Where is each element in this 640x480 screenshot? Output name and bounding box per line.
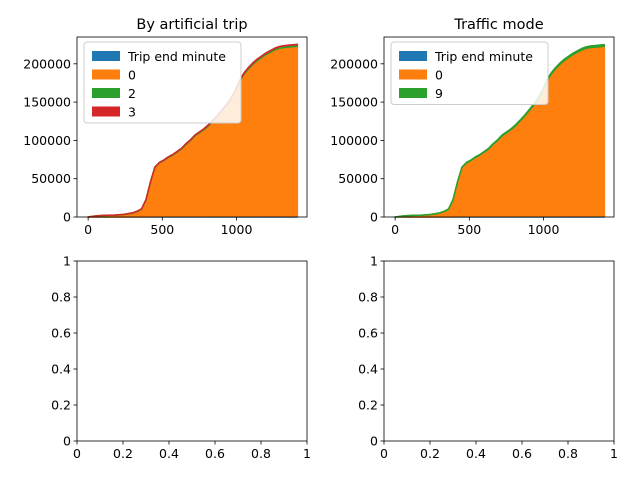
legend-label: Trip end minute — [127, 49, 226, 64]
y-tick-label: 100000 — [23, 133, 71, 148]
y-tick-label: 150000 — [23, 95, 71, 110]
y-tick-label: 200000 — [23, 56, 71, 71]
legend-label: 9 — [435, 86, 443, 101]
x-tick-label: 0.8 — [558, 446, 578, 461]
legend-swatch — [92, 51, 120, 61]
axes-frame — [383, 36, 615, 218]
legend-label: 0 — [435, 68, 443, 83]
legend-swatch — [92, 69, 120, 80]
y-tick-label: 100000 — [330, 133, 378, 148]
legend-swatch — [399, 88, 427, 98]
y-tick-label: 0 — [63, 434, 71, 449]
x-tick-label: 500 — [150, 222, 174, 237]
x-tick-label: 0.4 — [466, 446, 486, 461]
y-tick-label: 0.8 — [51, 290, 71, 305]
y-tick-label: 0.6 — [51, 326, 71, 341]
x-tick-label: 1 — [610, 446, 618, 461]
y-tick-label: 150000 — [330, 95, 378, 110]
y-tick-label: 0.8 — [358, 290, 378, 305]
legend-box — [83, 41, 242, 124]
y-tick-label: 1 — [370, 254, 378, 269]
x-tick-label: 500 — [457, 222, 481, 237]
y-tick-label: 0 — [370, 434, 378, 449]
x-tick-label: 0.8 — [251, 446, 271, 461]
y-tick-label: 0 — [370, 210, 378, 225]
x-tick-label: 0.6 — [512, 446, 532, 461]
legend-swatch — [92, 88, 120, 98]
x-tick-label: 0.2 — [113, 446, 133, 461]
chart-title: By artificial trip — [136, 17, 247, 33]
legend-swatch — [399, 51, 427, 61]
y-tick-label: 0.4 — [358, 362, 378, 377]
y-tick-label: 1 — [63, 254, 71, 269]
chart-2: 0 50000 100000 150000 200000 0 500 1000 Traffic … — [330, 17, 615, 237]
legend-label: Trip end minute — [434, 49, 533, 64]
y-tick-label: 0 — [63, 210, 71, 225]
y-tick-label: 200000 — [330, 56, 378, 71]
axes-frame — [76, 260, 308, 442]
legend-swatch — [92, 106, 120, 117]
chart-title: Traffic mode — [453, 17, 543, 33]
x-tick-label: 0.6 — [205, 446, 225, 461]
x-tick-label: 0 — [391, 222, 399, 237]
y-tick-label: 0.2 — [51, 398, 71, 413]
legend-label: 2 — [128, 86, 136, 101]
legend-swatch — [399, 69, 427, 80]
y-tick-label: 50000 — [31, 171, 71, 186]
axes-frame — [383, 260, 615, 442]
x-tick-label: 0 — [73, 446, 81, 461]
legend-label: 3 — [128, 105, 136, 120]
y-tick-label: 0.4 — [51, 362, 71, 377]
legend-box — [390, 41, 549, 105]
x-tick-label: 0.4 — [159, 446, 179, 461]
x-tick-label: 1000 — [528, 222, 560, 237]
x-tick-label: 0 — [84, 222, 92, 237]
area-series-4 — [87, 43, 299, 218]
x-tick-label: 0.2 — [420, 446, 440, 461]
y-tick-label: 50000 — [338, 171, 378, 186]
chart-1: 0 50000 100000 150000 200000 0 500 1000 By artif… — [23, 17, 308, 237]
chart-4: 0 0.2 0.4 0.6 0.8 1 0 0.2 0.4 0.6 0.8 1 — [358, 254, 618, 462]
y-tick-label: 0.2 — [358, 398, 378, 413]
axes-frame — [76, 36, 308, 218]
chart-3: 0 0.2 0.4 0.6 0.8 1 0 0.2 0.4 0.6 0.8 1 — [51, 254, 311, 462]
y-tick-label: 0.6 — [358, 326, 378, 341]
area-series-3 — [394, 43, 606, 218]
x-tick-label: 1000 — [221, 222, 253, 237]
x-tick-label: 1 — [303, 446, 311, 461]
legend-label: 0 — [128, 68, 136, 83]
x-tick-label: 0 — [380, 446, 388, 461]
